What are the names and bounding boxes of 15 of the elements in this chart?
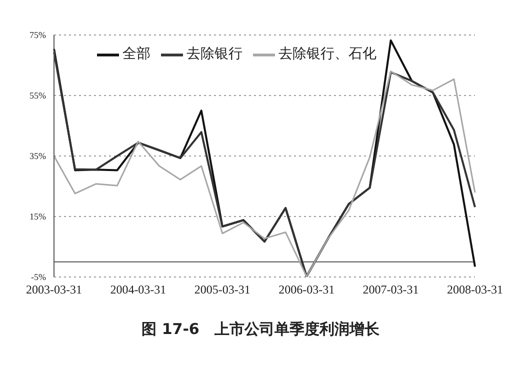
legend-label: 去除银行 [186, 47, 242, 62]
x-tick-label: 2006-03-31 [278, 282, 335, 297]
text: 图 17-6 上市公司单季度利润增长 [140, 320, 380, 339]
y-tick-label: 55% [30, 90, 46, 101]
y-tick-label: -5% [31, 272, 46, 282]
x-tick-label: 2005-03-31 [194, 282, 250, 297]
x-tick-label: 2007-03-31 [362, 282, 419, 297]
y-tick-label: 15% [30, 212, 46, 222]
y-tick-label: 75% [30, 30, 46, 40]
y-tick-label: 35% [30, 151, 46, 162]
x-tick-label: 2004-03-31 [110, 282, 166, 297]
x-tick-label: 2008-03-31 [447, 282, 503, 297]
x-tick-label: 2003-03-31 [26, 282, 82, 297]
legend-label: 全部 [122, 47, 150, 62]
legend-label: 去除银行、石化 [278, 47, 376, 62]
